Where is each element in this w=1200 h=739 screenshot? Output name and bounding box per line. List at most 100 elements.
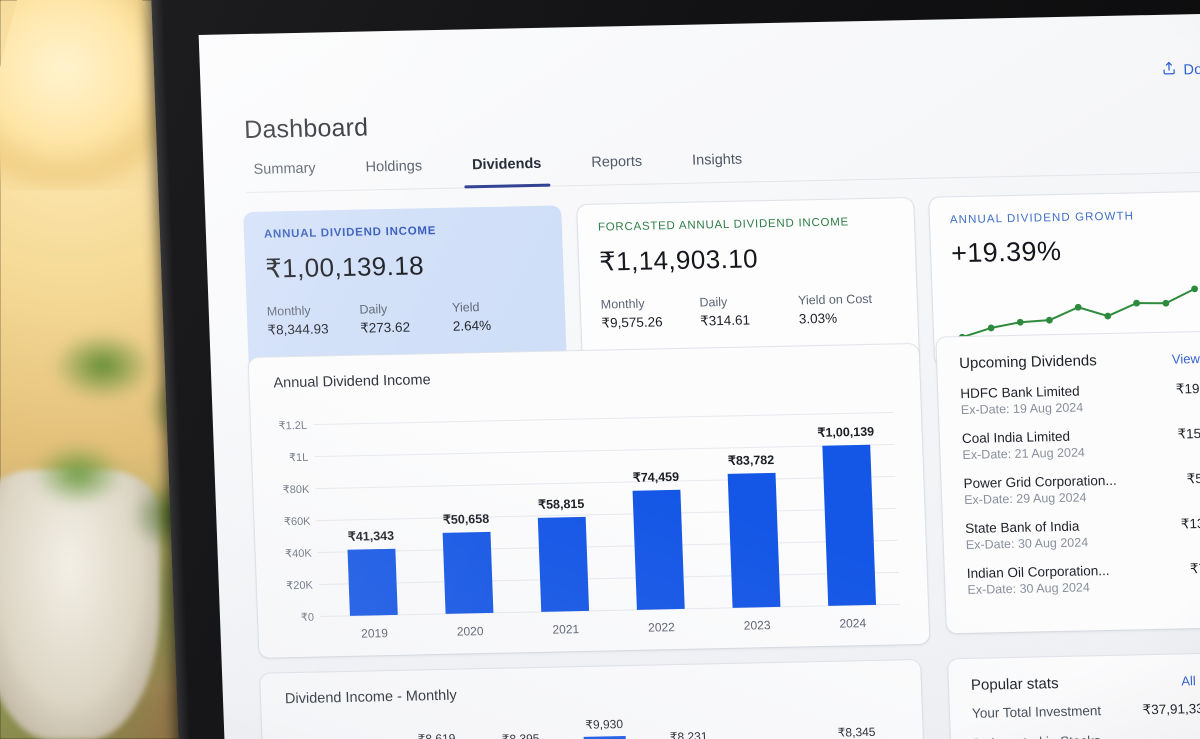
dividend-amount: ₹19.00: [1175, 380, 1200, 397]
card-label: FORCASTED ANNUAL DIVIDEND INCOME: [597, 216, 850, 234]
tab-summary[interactable]: Summary: [253, 160, 316, 178]
download-button[interactable]: Download: [1161, 59, 1200, 80]
tab-bar: Summary Holdings Dividends Reports Insig…: [245, 139, 1200, 194]
company-name: Power Grid Corporation...: [963, 472, 1117, 492]
sparkline-point: [1191, 285, 1199, 293]
stat-label: Your Total Investment: [971, 703, 1102, 721]
dividend-amount: ₹7.00: [1189, 560, 1200, 577]
company-name: Indian Oil Corporation...: [966, 562, 1110, 581]
bar[interactable]: [442, 531, 494, 614]
metric-label: Monthly: [600, 296, 645, 312]
sparkline-point: [1074, 303, 1082, 311]
dividend-row-info: State Bank of India Ex-Date: 30 Aug 2024: [965, 518, 1088, 552]
bar[interactable]: [727, 472, 781, 608]
bar-value-label: ₹9,930: [585, 717, 623, 732]
sparkline-point: [1104, 312, 1112, 320]
upcoming-dividend-row[interactable]: Power Grid Corporation... Ex-Date: 29 Aug…: [963, 471, 1200, 507]
bar-value-label: ₹8,345: [838, 725, 876, 739]
sparkline-point: [1162, 299, 1170, 307]
y-axis-tick-label: ₹1L: [289, 452, 309, 464]
monthly-dividend-income-panel: Dividend Income - Monthly ₹8,30₹8,619₹8,…: [260, 659, 926, 739]
card-label: ANNUAL DIVIDEND INCOME: [263, 225, 437, 241]
bar[interactable]: [537, 516, 590, 612]
dividend-row-info: Indian Oil Corporation... Ex-Date: 30 Aug…: [967, 563, 1111, 597]
card-value: +19.39%: [950, 235, 1062, 269]
tab-dividends[interactable]: Dividends: [464, 154, 550, 182]
metric-monthly: Monthly ₹9,575.26: [601, 296, 701, 332]
dividend-amount: ₹15.00: [1177, 425, 1200, 442]
metric-label: Daily: [359, 302, 388, 317]
panel-title: Upcoming Dividends: [958, 352, 1098, 373]
bar-value-label: ₹8,395: [502, 731, 540, 739]
bar[interactable]: [632, 489, 685, 610]
sparkline-point: [987, 324, 995, 332]
top-bar: Download: [1161, 59, 1200, 80]
metric-yield-on-cost: Yield on Cost 3.03%: [798, 291, 898, 327]
upcoming-dividend-row[interactable]: HDFC Bank Limited Ex-Date: 19 Aug 2024 ₹19…: [960, 381, 1200, 417]
x-axis-tick-label: 2021: [552, 622, 580, 637]
y-axis-tick-label: ₹1.2L: [278, 420, 307, 433]
metric-value: 3.03%: [798, 310, 838, 327]
metric-label: Yield: [451, 300, 480, 315]
company-name: State Bank of India: [964, 518, 1080, 536]
ex-date: Ex-Date: 29 Aug 2024: [963, 490, 1087, 507]
card-label: ANNUAL DIVIDEND GROWTH: [949, 210, 1135, 227]
dividend-row-info: Coal India Limited Ex-Date: 21 Aug 2024: [962, 428, 1085, 462]
metric-value: ₹8,344.93: [267, 321, 329, 338]
bar-value-label: ₹8,619: [417, 731, 455, 739]
sparkline-point: [1133, 299, 1140, 307]
upcoming-dividend-row[interactable]: State Bank of India Ex-Date: 30 Aug 2024 ₹…: [965, 516, 1200, 552]
tab-holdings[interactable]: Holdings: [365, 158, 423, 176]
tab-reports[interactable]: Reports: [591, 153, 643, 171]
y-axis-tick-label: ₹60K: [284, 516, 312, 529]
card-metrics: Monthly ₹8,344.93 Daily ₹273.62 Yield 2.…: [267, 299, 546, 339]
annual-dividend-income-panel: Annual Dividend Income ₹0 ₹20K ₹40K ₹60K ₹80…: [248, 343, 930, 658]
sparkline-path: [961, 287, 1196, 339]
y-axis-tick-label: ₹0: [301, 612, 315, 624]
y-axis-tick-label: ₹40K: [285, 548, 313, 561]
bar-value-label: ₹41,343: [348, 529, 395, 544]
download-share-icon: [1161, 61, 1177, 80]
metric-value: ₹9,575.26: [601, 314, 663, 331]
sparkline-point: [1046, 316, 1053, 324]
all-stats-link[interactable]: All Stats: [1181, 672, 1200, 689]
card-metrics: Monthly ₹9,575.26 Daily ₹314.61 Yield on…: [601, 291, 898, 331]
upcoming-dividend-row[interactable]: Coal India Limited Ex-Date: 21 Aug 2024 ₹1…: [962, 426, 1200, 462]
bar[interactable]: [347, 548, 398, 616]
bar[interactable]: [822, 444, 877, 606]
sparkline-point: [1016, 318, 1024, 326]
view-all-link[interactable]: View All: [1171, 351, 1200, 367]
card-value: ₹1,14,903.10: [598, 243, 759, 277]
bar-value-label: ₹58,815: [538, 497, 585, 512]
metric-value: ₹273.62: [359, 319, 411, 336]
x-axis-tick-label: 2024: [839, 616, 867, 631]
ex-date: Ex-Date: 21 Aug 2024: [962, 445, 1086, 463]
bar-value-label: ₹1,00,139: [817, 425, 874, 440]
metric-label: Yield on Cost: [797, 291, 873, 308]
upcoming-dividends-list: HDFC Bank Limited Ex-Date: 19 Aug 2024 ₹19…: [937, 366, 1200, 597]
panel-title: Popular stats: [970, 675, 1059, 694]
panel-header: Popular stats All Stats: [948, 653, 1200, 694]
page-title: Dashboard: [243, 113, 369, 145]
metric-daily: Daily ₹314.61: [699, 293, 799, 329]
x-axis-tick-label: 2019: [361, 626, 389, 641]
metric-daily: Daily ₹273.62: [359, 301, 453, 337]
ex-date: Ex-Date: 30 Aug 2024: [967, 580, 1091, 597]
bar-value-label: ₹83,782: [728, 453, 775, 468]
bar-value-label: ₹74,459: [633, 470, 680, 485]
bar-value-label: ₹8,231: [670, 729, 708, 739]
bar-value-label: ₹50,658: [443, 512, 490, 527]
x-axis-tick-label: 2020: [457, 624, 485, 639]
dividend-amount: ₹5.50: [1186, 470, 1200, 487]
stat-sub-label: Invested in Stocks: [991, 733, 1101, 739]
upcoming-dividend-row[interactable]: Indian Oil Corporation... Ex-Date: 30 Aug…: [967, 561, 1200, 597]
dividend-dashboard-app: Download Dashboard Summary Holdings Divi…: [199, 13, 1200, 739]
x-axis-tick-label: 2022: [648, 620, 676, 635]
metric-label: Daily: [699, 294, 728, 310]
metric-monthly: Monthly ₹8,344.93: [267, 303, 361, 339]
stat-value: ₹37,91,331.94: [1142, 700, 1200, 718]
download-label: Download: [1183, 60, 1200, 78]
x-axis-tick-label: 2023: [744, 618, 772, 633]
tab-insights[interactable]: Insights: [691, 151, 743, 169]
annual-dividend-bar-chart: ₹0 ₹20K ₹40K ₹60K ₹80K ₹1L ₹1.2L ₹41,343 2019 ₹50…: [278, 411, 900, 641]
